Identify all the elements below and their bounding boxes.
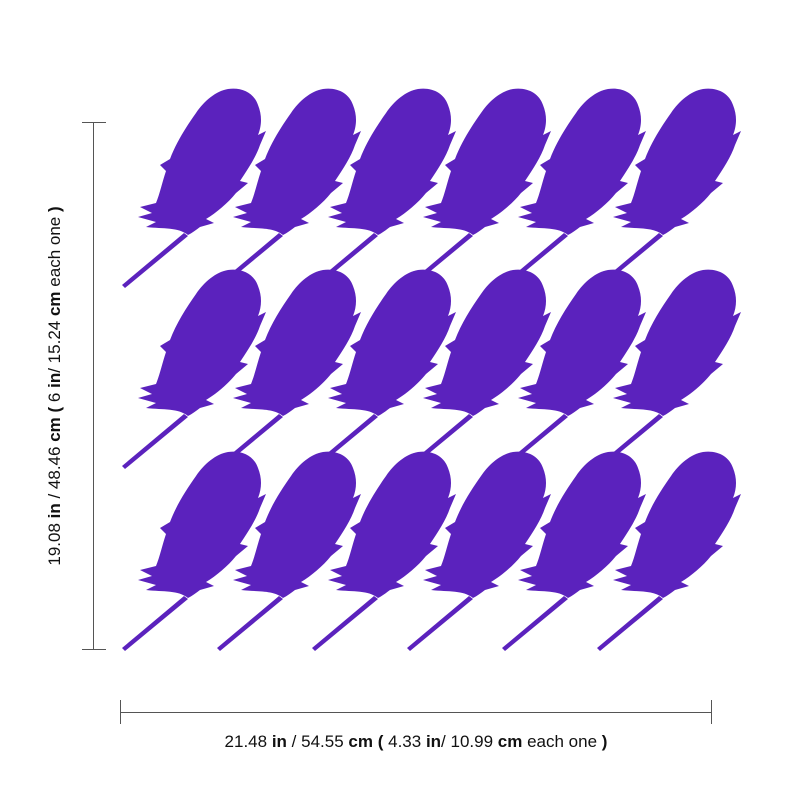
width-each-suffix: each one [527, 732, 598, 751]
width-dimension-label: 21.48 in / 54.55 cm ( 4.33 in/ 10.99 cm … [224, 732, 608, 751]
height-dimension-label: 19.08 in / 48.46 cm ( 6 in/ 15.24 cm eac… [45, 206, 64, 566]
height-in-unit: in [45, 503, 64, 519]
width-each-cm: 10.99 [450, 732, 494, 751]
height-dimension-bottom-tick [82, 649, 106, 650]
feather-icon [122, 269, 266, 469]
height-inches: 19.08 [45, 523, 64, 566]
width-each-cm-unit: cm [497, 732, 523, 751]
width-cm-unit: cm [348, 732, 373, 751]
feather-icon [122, 451, 266, 651]
height-each-cm-unit: cm [45, 291, 64, 317]
width-inches: 21.48 [224, 732, 268, 751]
height-dimension-top-tick [82, 122, 106, 123]
height-each-inches: 6 [45, 392, 64, 403]
width-dimension-right-tick [711, 700, 712, 724]
feather-icon [122, 88, 266, 288]
width-dimension-left-tick [120, 700, 121, 724]
width-cm: 54.55 [301, 732, 344, 751]
height-each-cm: 15.24 [45, 320, 64, 364]
height-cm-unit: cm [45, 417, 64, 442]
height-each-suffix: each one [45, 216, 64, 287]
width-in-unit: in [271, 732, 287, 751]
width-dimension-line [120, 712, 712, 713]
height-cm: 48.46 [45, 446, 64, 490]
width-each-inches: 4.33 [388, 732, 422, 751]
height-each-in-unit: in [45, 372, 64, 388]
height-dimension-line [93, 122, 94, 650]
width-each-in-unit: in [425, 732, 442, 751]
